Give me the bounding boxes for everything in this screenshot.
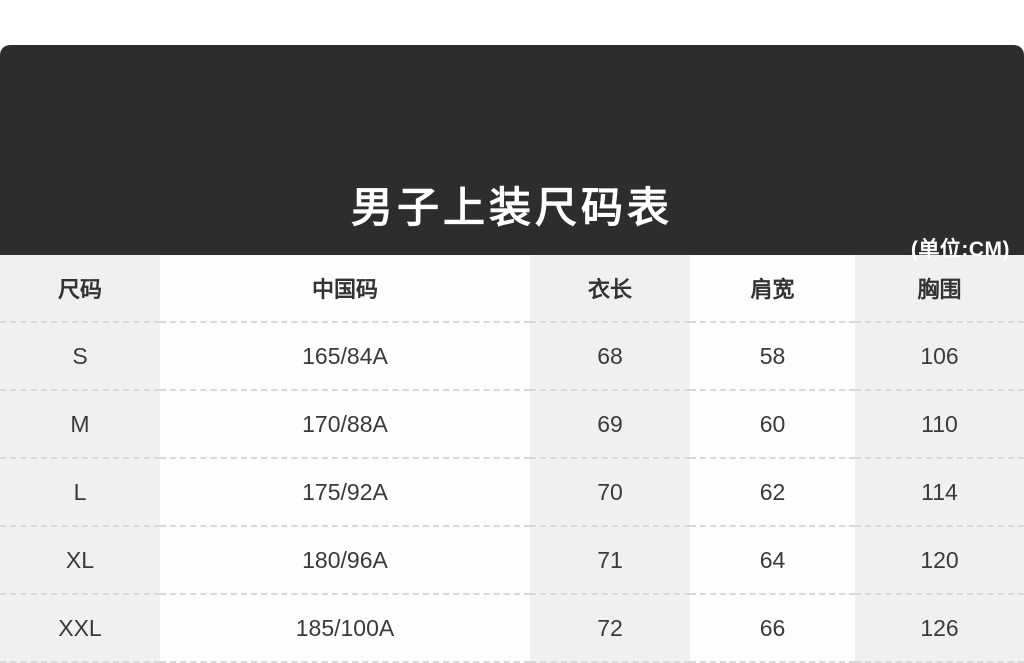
cell-length: 69 (530, 391, 690, 459)
cell-length: 71 (530, 527, 690, 595)
cell-china-size: 185/100A (160, 595, 530, 663)
cell-china-size: 170/88A (160, 391, 530, 459)
cell-length: 70 (530, 459, 690, 527)
cell-size: XL (0, 527, 160, 595)
table-header-row: 尺码 中国码 衣长 肩宽 胸围 (0, 255, 1024, 323)
cell-size: L (0, 459, 160, 527)
unit-label: (单位:CM) (910, 238, 1010, 261)
table-row-xxl: XXL 185/100A 72 66 126 (0, 595, 1024, 663)
cell-size: S (0, 323, 160, 391)
cell-shoulder: 60 (690, 391, 855, 459)
cell-length: 72 (530, 595, 690, 663)
cell-length: 68 (530, 323, 690, 391)
cell-chest: 110 (855, 391, 1024, 459)
cell-shoulder: 64 (690, 527, 855, 595)
column-header-length: 衣长 (530, 255, 690, 323)
cell-shoulder: 62 (690, 459, 855, 527)
cell-chest: 126 (855, 595, 1024, 663)
cell-shoulder: 66 (690, 595, 855, 663)
size-table: 尺码 中国码 衣长 肩宽 胸围 S 165/84A 68 58 106 M 17… (0, 255, 1024, 663)
cell-size: XXL (0, 595, 160, 663)
table-row-s: S 165/84A 68 58 106 (0, 323, 1024, 391)
cell-china-size: 180/96A (160, 527, 530, 595)
table-row-l: L 175/92A 70 62 114 (0, 459, 1024, 527)
cell-chest: 106 (855, 323, 1024, 391)
table-row-xl: XL 180/96A 71 64 120 (0, 527, 1024, 595)
table-row-m: M 170/88A 69 60 110 (0, 391, 1024, 459)
cell-china-size: 175/92A (160, 459, 530, 527)
cell-size: M (0, 391, 160, 459)
column-header-china-size: 中国码 (160, 255, 530, 323)
cell-chest: 114 (855, 459, 1024, 527)
column-header-shoulder: 肩宽 (690, 255, 855, 323)
top-margin (0, 0, 1024, 45)
page-title: 男子上装尺码表 (350, 184, 673, 231)
banner: 男子上装尺码表 (单位:CM) (0, 45, 1024, 261)
column-header-size: 尺码 (0, 255, 160, 323)
cell-shoulder: 58 (690, 323, 855, 391)
cell-chest: 120 (855, 527, 1024, 595)
cell-china-size: 165/84A (160, 323, 530, 391)
column-header-chest: 胸围 (855, 255, 1024, 323)
